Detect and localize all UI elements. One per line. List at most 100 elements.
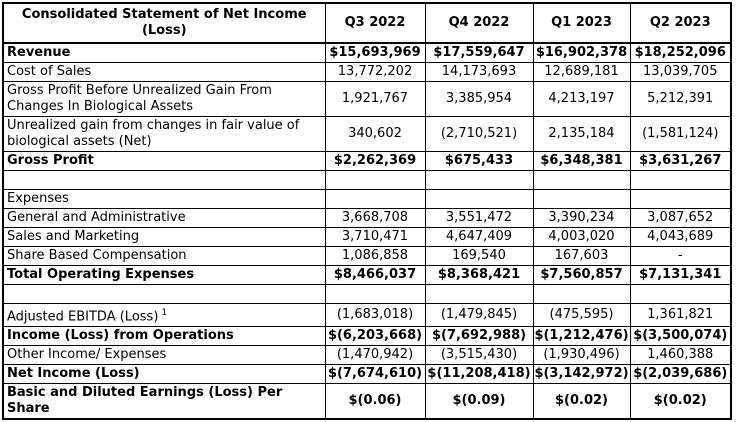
row-label: Cost of Sales bbox=[2, 62, 326, 82]
cell-value: $(11,208,418) bbox=[424, 364, 534, 385]
column-header: Q1 2023 bbox=[532, 2, 631, 44]
row-label: Gross Profit Before Unrealized Gain From… bbox=[2, 81, 326, 117]
row-label: Revenue bbox=[2, 42, 326, 63]
row-label: Unrealized gain from changes in fair val… bbox=[2, 116, 326, 152]
row-label: Income (Loss) from Operations bbox=[2, 326, 326, 347]
table-row bbox=[2, 170, 732, 190]
cell-value: 167,603 bbox=[532, 246, 631, 266]
cell-value: 4,647,409 bbox=[424, 227, 534, 247]
cell-value: $675,433 bbox=[424, 151, 534, 171]
table-row bbox=[2, 284, 732, 304]
cell-value bbox=[532, 284, 631, 304]
cell-value: $6,348,381 bbox=[532, 151, 631, 171]
cell-value: $17,559,647 bbox=[424, 42, 534, 63]
cell-value bbox=[324, 170, 426, 190]
cell-value: (1,470,942) bbox=[324, 345, 426, 366]
cell-value: 1,921,767 bbox=[324, 81, 426, 117]
row-label: Net Income (Loss) bbox=[2, 364, 326, 385]
table-title: Consolidated Statement of Net Income (Lo… bbox=[2, 2, 326, 44]
cell-value: (1,930,496) bbox=[532, 345, 631, 366]
cell-value: $(2,039,686) bbox=[629, 364, 732, 385]
table-row: Unrealized gain from changes in fair val… bbox=[2, 116, 732, 152]
cell-value: $(0.06) bbox=[324, 383, 426, 420]
cell-value: $7,560,857 bbox=[532, 265, 631, 285]
column-header: Q3 2022 bbox=[324, 2, 426, 44]
row-label bbox=[2, 284, 326, 304]
cell-value: 3,087,652 bbox=[629, 208, 732, 228]
column-header: Q2 2023 bbox=[629, 2, 732, 44]
table-row: Total Operating Expenses $8,466,037 $8,368… bbox=[2, 265, 732, 285]
cell-value: $15,693,969 bbox=[324, 42, 426, 63]
cell-value: 2,135,184 bbox=[532, 116, 631, 152]
cell-value: $(1,212,476) bbox=[532, 326, 631, 347]
cell-value bbox=[324, 189, 426, 209]
table-row: Gross Profit Before Unrealized Gain From… bbox=[2, 81, 732, 117]
cell-value: (3,515,430) bbox=[424, 345, 534, 366]
cell-value: 1,460,388 bbox=[629, 345, 732, 366]
cell-value: 12,689,181 bbox=[532, 62, 631, 82]
cell-value: 13,039,705 bbox=[629, 62, 732, 82]
cell-value: $16,902,378 bbox=[532, 42, 631, 63]
cell-value: $18,252,096 bbox=[629, 42, 732, 63]
cell-value: $(6,203,668) bbox=[324, 326, 426, 347]
table-row: Share Based Compensation 1,086,858 169,540… bbox=[2, 246, 732, 266]
cell-value: $(3,142,972) bbox=[532, 364, 631, 385]
cell-value bbox=[424, 170, 534, 190]
table-row: Gross Profit $2,262,369 $675,433 $6,348,381… bbox=[2, 151, 732, 171]
cell-value: 4,213,197 bbox=[532, 81, 631, 117]
cell-value bbox=[532, 189, 631, 209]
cell-value: - bbox=[629, 246, 732, 266]
column-header: Q4 2022 bbox=[424, 2, 534, 44]
table-row: General and Administrative 3,668,708 3,551… bbox=[2, 208, 732, 228]
row-label: Adjusted EBITDA (Loss) 1 bbox=[2, 302, 326, 328]
cell-value bbox=[532, 170, 631, 190]
header-row: Consolidated Statement of Net Income (Lo… bbox=[2, 2, 732, 44]
cell-value: 169,540 bbox=[424, 246, 534, 266]
cell-value: 3,551,472 bbox=[424, 208, 534, 228]
cell-value: (2,710,521) bbox=[424, 116, 534, 152]
row-label: Basic and Diluted Earnings (Loss) Per Sh… bbox=[2, 383, 326, 420]
row-label: Gross Profit bbox=[2, 151, 326, 171]
cell-value: 1,086,858 bbox=[324, 246, 426, 266]
cell-value: 3,710,471 bbox=[324, 227, 426, 247]
table-row: Cost of Sales 13,772,202 14,173,693 12,689,… bbox=[2, 62, 732, 82]
row-label: General and Administrative bbox=[2, 208, 326, 228]
cell-value: $(7,692,988) bbox=[424, 326, 534, 347]
cell-value: 340,602 bbox=[324, 116, 426, 152]
row-label: Total Operating Expenses bbox=[2, 265, 326, 285]
cell-value: 1,361,821 bbox=[629, 302, 732, 328]
cell-value bbox=[424, 189, 534, 209]
table-row: Adjusted EBITDA (Loss) 1 (1,683,018) (1,479… bbox=[2, 302, 732, 328]
table-row: Sales and Marketing 3,710,471 4,647,409 4,0… bbox=[2, 227, 732, 247]
cell-value: (1,479,845) bbox=[424, 302, 534, 328]
table-row: Other Income/ Expenses (1,470,942) (3,515,… bbox=[2, 345, 732, 366]
row-label bbox=[2, 170, 326, 190]
cell-value: $(0.09) bbox=[424, 383, 534, 420]
cell-value: $8,466,037 bbox=[324, 265, 426, 285]
cell-value: (1,683,018) bbox=[324, 302, 426, 328]
row-label: Share Based Compensation bbox=[2, 246, 326, 266]
cell-value bbox=[629, 284, 732, 304]
table-row: Income (Loss) from Operations $(6,203,668… bbox=[2, 326, 732, 347]
cell-value: 3,390,234 bbox=[532, 208, 631, 228]
table-row: Revenue $15,693,969 $17,559,647 $16,902,378… bbox=[2, 42, 732, 63]
cell-value: (475,595) bbox=[532, 302, 631, 328]
table-body: Revenue $15,693,969 $17,559,647 $16,902,378… bbox=[2, 42, 732, 420]
table-row: Net Income (Loss) $(7,674,610) $(11,208,41… bbox=[2, 364, 732, 385]
cell-value: $(0.02) bbox=[629, 383, 732, 420]
cell-value: $3,631,267 bbox=[629, 151, 732, 171]
footnote-ref: 1 bbox=[161, 308, 168, 318]
cell-value: 13,772,202 bbox=[324, 62, 426, 82]
cell-value: $(7,674,610) bbox=[324, 364, 426, 385]
cell-value bbox=[629, 189, 732, 209]
cell-value: $2,262,369 bbox=[324, 151, 426, 171]
cell-value: 4,043,689 bbox=[629, 227, 732, 247]
table-row: Basic and Diluted Earnings (Loss) Per Sh… bbox=[2, 383, 732, 420]
cell-value: $(0.02) bbox=[532, 383, 631, 420]
cell-value: $8,368,421 bbox=[424, 265, 534, 285]
row-label: Expenses bbox=[2, 189, 326, 209]
cell-value bbox=[324, 284, 426, 304]
cell-value: (1,581,124) bbox=[629, 116, 732, 152]
